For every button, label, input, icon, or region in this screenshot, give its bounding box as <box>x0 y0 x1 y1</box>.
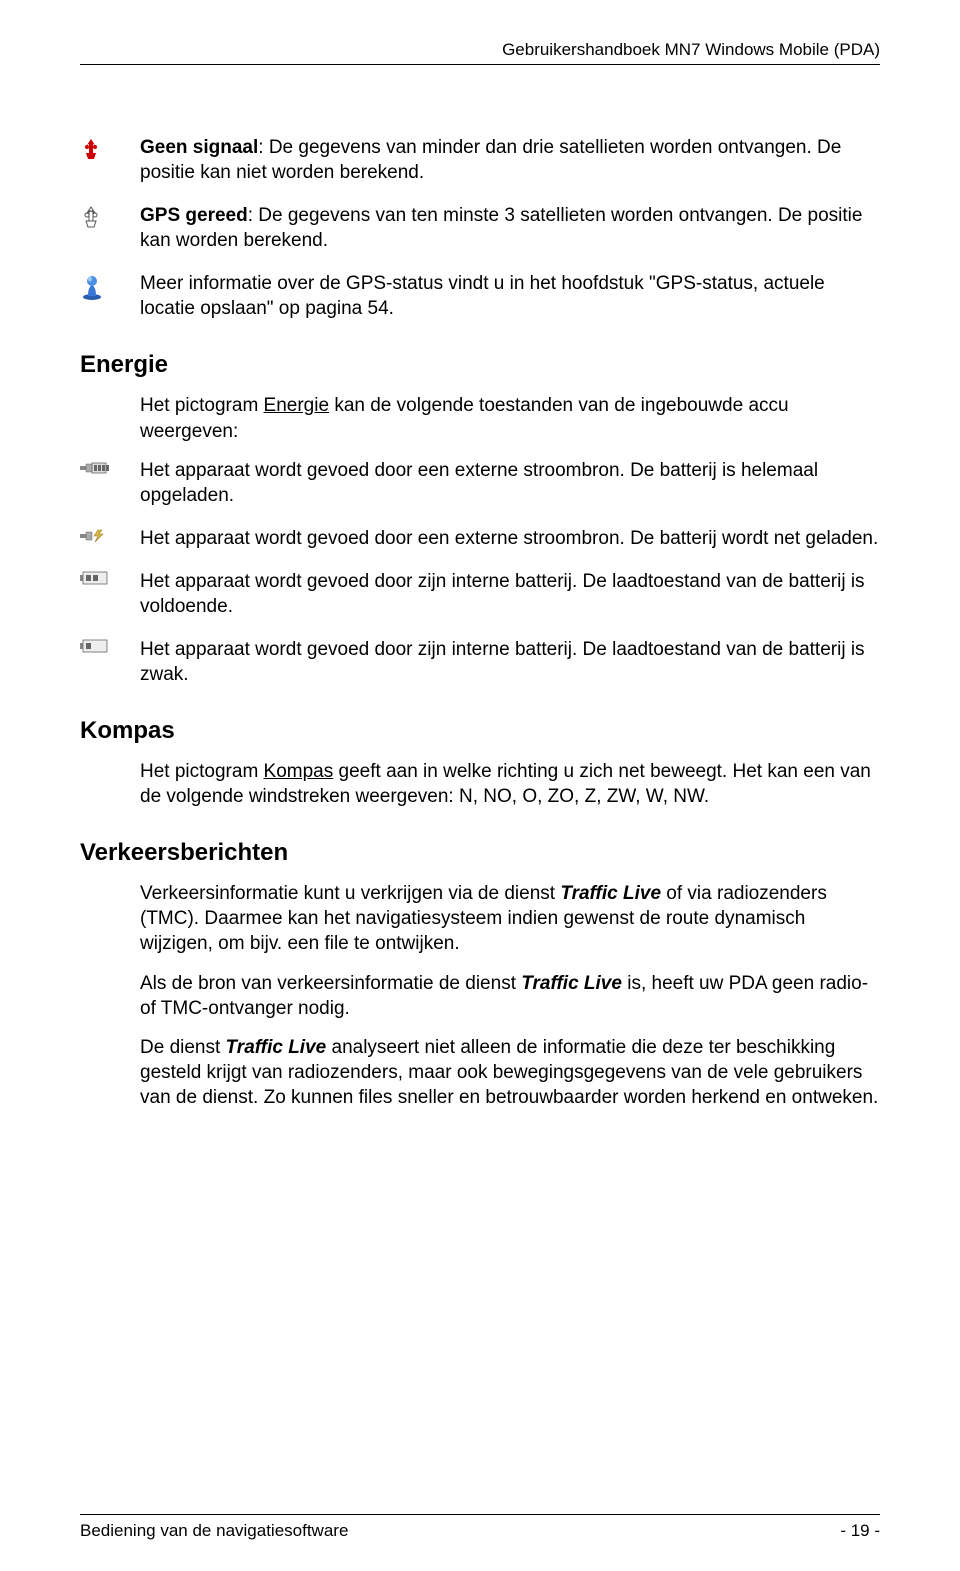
footer-right: - 19 - <box>840 1521 880 1541</box>
footer-left: Bediening van de navigatiesoftware <box>80 1521 348 1541</box>
kompas-heading: Kompas <box>80 717 880 745</box>
energie-intro: Het pictogram Energie kan de volgende to… <box>140 393 880 443</box>
energie-weak-text: Het apparaat wordt gevoed door zijn inte… <box>140 637 880 687</box>
gps-item-no-signal: Geen signaal: De gegevens van minder dan… <box>80 135 880 185</box>
info-pawn-icon <box>80 271 140 301</box>
verkeer-p1-pre: Verkeersinformatie kunt u verkrijgen via… <box>140 883 560 904</box>
kompas-underline: Kompas <box>264 761 334 782</box>
gps-ready-text: : De gegevens van ten minste 3 satelliet… <box>140 205 862 251</box>
page-footer: Bediening van de navigatiesoftware - 19 … <box>80 1514 880 1541</box>
verkeer-p1-bold: Traffic Live <box>560 883 661 904</box>
energie-item-charging: Het apparaat wordt gevoed door een exter… <box>80 526 880 551</box>
gps-info-text: Meer informatie over de GPS-status vindt… <box>140 271 880 321</box>
battery-plug-charging-icon <box>80 526 140 544</box>
energie-item-weak: Het apparaat wordt gevoed door zijn inte… <box>80 637 880 687</box>
satellite-red-icon <box>80 135 140 161</box>
verkeer-p1: Verkeersinformatie kunt u verkrijgen via… <box>140 881 880 956</box>
energie-heading: Energie <box>80 351 880 379</box>
gps-item-info: Meer informatie over de GPS-status vindt… <box>80 271 880 321</box>
kompas-text: Het pictogram Kompas geeft aan in welke … <box>140 759 880 809</box>
energie-intro-underline: Energie <box>264 395 330 416</box>
kompas-pre: Het pictogram <box>140 761 264 782</box>
energie-item-full: Het apparaat wordt gevoed door een exter… <box>80 458 880 508</box>
gps-item-ready: GPS gereed: De gegevens van ten minste 3… <box>80 203 880 253</box>
verkeer-p2-bold: Traffic Live <box>521 973 622 994</box>
gps-no-signal-label: Geen signaal <box>140 137 258 158</box>
verkeer-p3-pre: De dienst <box>140 1037 226 1058</box>
satellite-outline-icon <box>80 203 140 229</box>
energie-item-sufficient: Het apparaat wordt gevoed door zijn inte… <box>80 569 880 619</box>
verkeer-heading: Verkeersberichten <box>80 839 880 867</box>
verkeer-p3: De dienst Traffic Live analyseert niet a… <box>140 1035 880 1110</box>
header-title: Gebruikershandboek MN7 Windows Mobile (P… <box>80 40 880 65</box>
verkeer-p2-pre: Als de bron van verkeersinformatie de di… <box>140 973 521 994</box>
verkeer-p3-bold: Traffic Live <box>226 1037 327 1058</box>
battery-sufficient-icon <box>80 569 140 585</box>
verkeer-p2: Als de bron van verkeersinformatie de di… <box>140 971 880 1021</box>
energie-intro-pre: Het pictogram <box>140 395 264 416</box>
energie-charging-text: Het apparaat wordt gevoed door een exter… <box>140 526 880 551</box>
gps-ready-label: GPS gereed <box>140 205 248 226</box>
page-container: Gebruikershandboek MN7 Windows Mobile (P… <box>0 0 960 1571</box>
battery-weak-icon <box>80 637 140 653</box>
battery-plug-full-icon <box>80 458 140 476</box>
energie-sufficient-text: Het apparaat wordt gevoed door zijn inte… <box>140 569 880 619</box>
energie-full-text: Het apparaat wordt gevoed door een exter… <box>140 458 880 508</box>
